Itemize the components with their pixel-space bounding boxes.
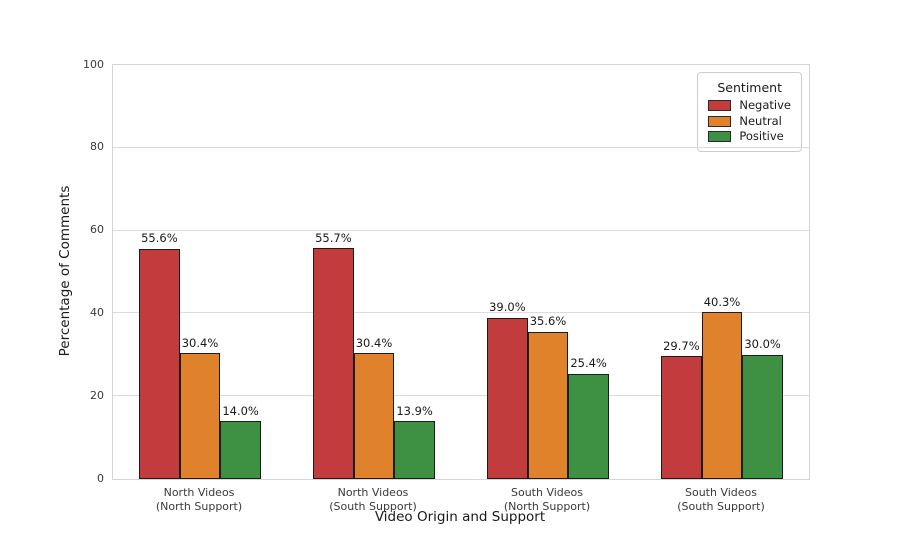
x-tick-label-group1: North Videos (North Support) <box>155 486 243 514</box>
bar-value-label-neutral-group2: 30.4% <box>355 335 393 350</box>
y-axis-title: Percentage of Comments <box>57 185 73 357</box>
legend: Sentiment Negative Neutral Positive <box>697 72 802 152</box>
bar-value-label-neutral-group1: 30.4% <box>181 335 219 350</box>
x-tick-label-group3: South Videos (North Support) <box>503 486 591 514</box>
bar-positive-group3 <box>568 373 609 479</box>
legend-label-neutral: Neutral <box>739 113 782 128</box>
gridline-y-80 <box>113 146 809 148</box>
x-axis-title: Video Origin and Support <box>374 509 546 525</box>
x-tick-label-group2: North Videos (South Support) <box>329 486 417 514</box>
bar-neutral-group4 <box>701 312 743 479</box>
bar-value-label-neutral-group3: 35.6% <box>529 314 567 329</box>
bar-value-label-negative-group3: 39.0% <box>489 300 526 315</box>
legend-label-positive: Positive <box>739 129 784 143</box>
bar-positive-group1 <box>220 421 261 479</box>
plot-area: Sentiment Negative Neutral Positive 55.6% 3… <box>112 64 810 480</box>
bar-value-label-positive-group3: 25.4% <box>570 356 607 371</box>
bar-value-label-positive-group2: 13.9% <box>396 403 433 418</box>
legend-label-negative: Negative <box>739 98 791 112</box>
y-tick-label-40: 40 <box>90 305 104 319</box>
legend-item-negative: Negative <box>708 98 791 112</box>
y-tick-label-0: 0 <box>97 471 104 485</box>
x-tick-label-group4: South Videos (South Support) <box>677 486 765 514</box>
y-tick-label-100: 100 <box>83 57 104 71</box>
bar-negative-group4 <box>661 356 702 479</box>
bar-value-label-neutral-group4: 40.3% <box>703 294 741 309</box>
bar-neutral-group2 <box>353 353 395 479</box>
bar-negative-group3 <box>487 317 528 479</box>
legend-item-neutral: Neutral <box>708 113 791 128</box>
gridline-y-40 <box>113 312 809 314</box>
legend-title: Sentiment <box>717 80 782 95</box>
y-tick-label-60: 60 <box>90 223 104 237</box>
bar-value-label-positive-group1: 14.0% <box>222 403 259 418</box>
bar-value-label-positive-group4: 30.0% <box>744 337 781 352</box>
legend-swatch-negative-icon <box>708 100 732 112</box>
gridline-y-20 <box>113 395 809 397</box>
bar-positive-group4 <box>742 354 783 479</box>
bar-value-label-negative-group4: 29.7% <box>663 338 700 353</box>
legend-swatch-positive-icon <box>708 131 732 143</box>
bar-negative-group2 <box>313 248 354 479</box>
y-tick-label-80: 80 <box>90 140 104 154</box>
bar-value-label-negative-group1: 55.6% <box>141 231 178 246</box>
bar-value-label-negative-group2: 55.7% <box>315 230 352 245</box>
gridline-y-60 <box>113 229 809 231</box>
legend-item-positive: Positive <box>708 129 791 143</box>
y-tick-label-20: 20 <box>90 388 104 402</box>
legend-items: Negative Neutral Positive <box>708 98 791 143</box>
bar-negative-group1 <box>139 248 180 479</box>
legend-swatch-neutral-icon <box>708 115 732 127</box>
bar-neutral-group1 <box>179 353 221 479</box>
bar-positive-group2 <box>394 421 435 479</box>
bar-neutral-group3 <box>527 331 569 479</box>
